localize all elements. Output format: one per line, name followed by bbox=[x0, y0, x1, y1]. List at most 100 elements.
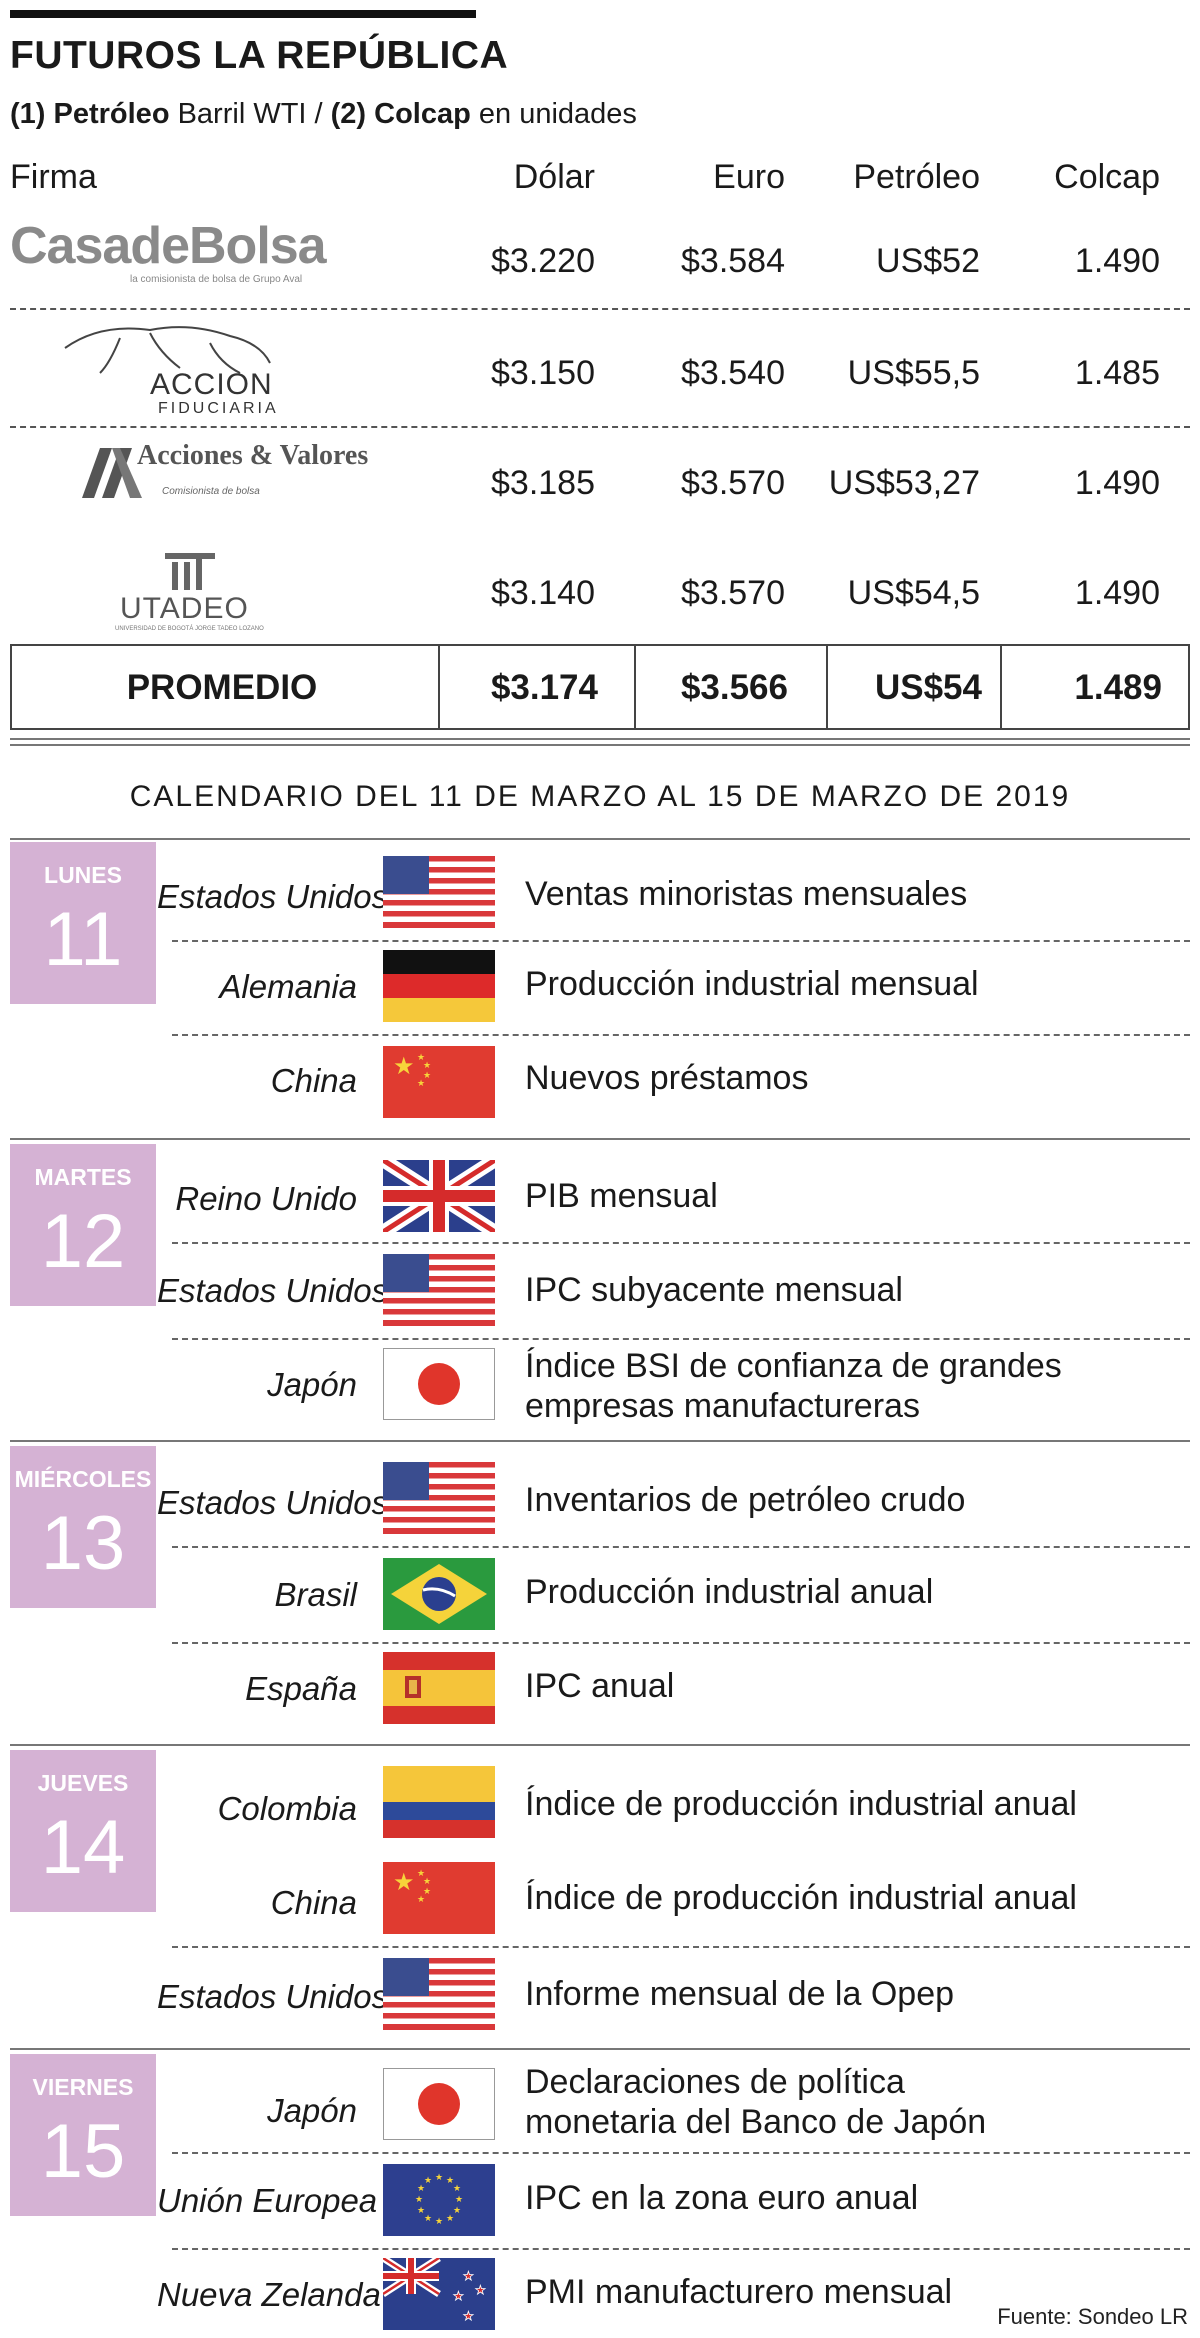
average-row: PROMEDIO $3.174 $3.566 US$54 1.489 bbox=[10, 644, 1190, 730]
event-description: PIB mensual bbox=[525, 1177, 718, 1215]
germany-flag-icon bbox=[383, 950, 495, 1022]
day-divider bbox=[10, 2048, 1190, 2050]
col-header-firma: Firma bbox=[10, 158, 97, 196]
svg-text:★: ★ bbox=[393, 1869, 415, 1896]
usa-flag-icon bbox=[383, 856, 495, 928]
section-divider bbox=[10, 738, 1190, 740]
event-description: Índice de producción industrial anual bbox=[525, 1785, 1077, 1823]
japan-flag-icon bbox=[383, 2068, 495, 2140]
svg-text:★: ★ bbox=[463, 2309, 474, 2323]
event-description: Ventas minoristas mensuales bbox=[525, 875, 968, 913]
uk-flag-icon bbox=[383, 1160, 495, 1232]
usa-flag-icon bbox=[383, 1958, 495, 2030]
row-divider bbox=[172, 940, 1190, 942]
day-name: MARTES bbox=[34, 1164, 132, 1190]
usa-flag-icon bbox=[383, 1254, 495, 1326]
calendar-title: CALENDARIO DEL 11 DE MARZO AL 15 DE MARZ… bbox=[129, 780, 1071, 813]
day-divider bbox=[10, 1138, 1190, 1140]
day-box-miercoles: MIÉRCOLES 13 bbox=[10, 1446, 156, 1608]
day-number: 14 bbox=[40, 1805, 126, 1890]
col-header-dolar: Dólar bbox=[513, 158, 595, 196]
row-divider bbox=[172, 1546, 1190, 1548]
svg-text:★: ★ bbox=[446, 2175, 454, 2185]
event-description: IPC en la zona euro anual bbox=[525, 2179, 919, 2217]
svg-text:★: ★ bbox=[453, 2289, 464, 2303]
svg-text:★: ★ bbox=[446, 2213, 454, 2223]
event-country: Alemania bbox=[219, 968, 357, 1005]
day-name: VIERNES bbox=[32, 2074, 134, 2100]
event-description: IPC subyacente mensual bbox=[525, 1271, 903, 1309]
spain-flag-icon bbox=[383, 1652, 495, 1724]
cell-petroleo: US$53,27 bbox=[828, 464, 980, 502]
day-name: MIÉRCOLES bbox=[14, 1466, 152, 1492]
accion-fiduciaria-logo: ACCION FIDUCIARIA bbox=[60, 318, 300, 418]
china-flag-icon: ★ ★ ★ ★ ★ bbox=[383, 1046, 495, 1118]
row-divider bbox=[172, 1946, 1190, 1948]
eu-flag-icon: ★ ★ ★ ★ ★ ★ ★ ★ ★ ★ ★ ★ bbox=[383, 2164, 495, 2236]
event-description: Producción industrial mensual bbox=[525, 965, 979, 1003]
calendar-top-rule bbox=[10, 838, 1190, 840]
event-country: China bbox=[270, 1884, 357, 1921]
svg-text:★: ★ bbox=[475, 2283, 486, 2297]
average-colcap: 1.489 bbox=[1074, 668, 1162, 707]
top-rule bbox=[10, 10, 476, 18]
svg-text:★: ★ bbox=[417, 1078, 425, 1088]
event-country: Brasil bbox=[274, 1576, 357, 1613]
cell-euro: $3.584 bbox=[681, 242, 785, 280]
col-header-colcap: Colcap bbox=[1054, 158, 1160, 196]
day-name: LUNES bbox=[44, 862, 122, 888]
event-country: Reino Unido bbox=[175, 1180, 357, 1217]
day-divider bbox=[10, 1440, 1190, 1442]
event-country: Estados Unidos bbox=[157, 1978, 389, 2015]
row-divider bbox=[172, 1034, 1190, 1036]
japan-flag-icon bbox=[383, 1348, 495, 1420]
china-flag-icon: ★ ★ ★ ★ ★ bbox=[383, 1862, 495, 1934]
svg-text:★: ★ bbox=[417, 1052, 425, 1062]
utadeo-logo: UTADEO UNIVERSIDAD DE BOGOTÁ JORGE TADEO… bbox=[110, 548, 280, 638]
page-subtitle: (1) Petróleo Barril WTI / (2) Colcap en … bbox=[10, 98, 637, 130]
casa-de-bolsa-logo: CasadeBolsa la comisionista de bolsa de … bbox=[10, 217, 327, 285]
row-divider bbox=[172, 2152, 1190, 2154]
cell-colcap: 1.485 bbox=[1074, 354, 1160, 392]
day-number: 11 bbox=[43, 897, 123, 982]
cell-colcap: 1.490 bbox=[1074, 574, 1160, 612]
event-description: Inventarios de petróleo crudo bbox=[525, 1481, 966, 1519]
svg-text:★: ★ bbox=[417, 1868, 425, 1878]
col-header-petroleo: Petróleo bbox=[853, 158, 980, 196]
average-dolar: $3.174 bbox=[490, 668, 598, 707]
event-country: Estados Unidos bbox=[157, 1272, 389, 1309]
usa-flag-icon bbox=[383, 1462, 495, 1534]
event-country: Unión Europea bbox=[157, 2182, 378, 2219]
svg-text:★: ★ bbox=[417, 1894, 425, 1904]
event-country: Colombia bbox=[217, 1790, 357, 1827]
svg-text:★: ★ bbox=[417, 2205, 425, 2215]
svg-text:★: ★ bbox=[423, 1876, 431, 1886]
new-zealand-flag-icon: ★ ★ ★ ★ bbox=[383, 2258, 495, 2330]
col-header-euro: Euro bbox=[713, 158, 785, 196]
svg-text:★: ★ bbox=[423, 1886, 431, 1896]
cell-euro: $3.570 bbox=[681, 464, 785, 502]
svg-text:★: ★ bbox=[435, 2216, 443, 2226]
section-divider bbox=[10, 744, 1190, 746]
row-divider bbox=[172, 2248, 1190, 2250]
day-box-viernes: VIERNES 15 bbox=[10, 2054, 156, 2216]
av-mark-icon bbox=[82, 448, 142, 498]
svg-text:★: ★ bbox=[424, 2213, 432, 2223]
day-box-lunes: LUNES 11 bbox=[10, 842, 156, 1004]
utadeo-mark-icon bbox=[165, 553, 215, 590]
event-description: Producción industrial anual bbox=[525, 1573, 934, 1611]
cell-petroleo: US$52 bbox=[876, 242, 980, 280]
svg-text:★: ★ bbox=[435, 2172, 443, 2182]
day-number: 12 bbox=[40, 1199, 126, 1284]
svg-text:★: ★ bbox=[463, 2269, 474, 2283]
cell-petroleo: US$55,5 bbox=[847, 354, 980, 392]
row-divider bbox=[10, 426, 1190, 428]
event-country: España bbox=[245, 1670, 357, 1707]
day-box-martes: MARTES 12 bbox=[10, 1144, 156, 1306]
cell-petroleo: US$54,5 bbox=[847, 574, 980, 612]
row-divider bbox=[172, 1338, 1190, 1340]
svg-text:★: ★ bbox=[415, 2194, 423, 2204]
svg-text:★: ★ bbox=[423, 1070, 431, 1080]
event-country: Estados Unidos bbox=[157, 878, 389, 915]
event-description: IPC anual bbox=[525, 1667, 675, 1705]
